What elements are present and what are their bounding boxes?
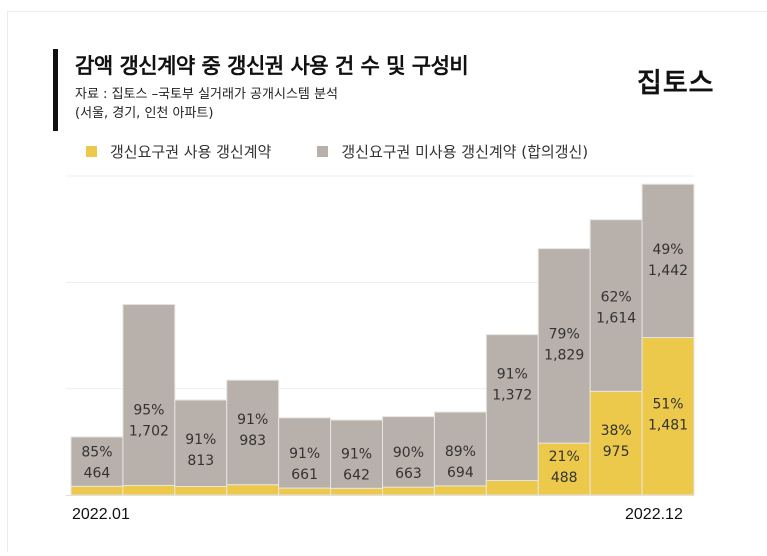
data-label-pct: 51% [652, 396, 683, 412]
bar-used-2022.01 [70, 485, 124, 496]
data-label-value: 1,829 [544, 348, 584, 364]
data-label-pct: 85% [81, 444, 112, 460]
bar-used-2022.11 [589, 390, 643, 496]
legend-label-unused: 갱신요구권 미사용 갱신계약 (합의갱신) [341, 143, 589, 161]
bar-unused-2022.07 [382, 416, 435, 488]
bar-used-2022.08 [433, 485, 487, 496]
x-tick-first: 2022.01 [72, 506, 130, 523]
bar-unused-2022.03 [174, 399, 228, 487]
bar-unused-2022.12 [641, 183, 695, 339]
data-label-pct: 91% [289, 446, 320, 462]
data-label-value: 1,702 [129, 423, 169, 439]
x-tick-last: 2022.12 [625, 506, 683, 523]
bar-unused-2022.08 [433, 411, 487, 487]
data-label-pct: 91% [497, 367, 528, 383]
data-label-pct: 91% [185, 432, 216, 448]
data-label-pct: 79% [549, 327, 580, 343]
data-label-value: 642 [343, 467, 370, 483]
source-line-1: 자료 : 집토스 –국토부 실거래가 공개시스템 분석 [75, 87, 338, 102]
data-label-value: 1,372 [492, 388, 532, 404]
source-line-2: (서울, 경기, 인천 아파트) [75, 106, 214, 121]
chart-frame [7, 11, 767, 552]
data-label-value: 1,481 [648, 417, 688, 433]
data-label-pct: 90% [393, 445, 424, 461]
bar-unused-2022.06 [330, 419, 384, 489]
title-accent-bar [53, 49, 58, 131]
data-label-pct: 38% [601, 423, 632, 439]
data-label-pct: 91% [341, 446, 372, 462]
data-label-value: 975 [603, 444, 630, 460]
bar-unused-2022.10 [537, 248, 591, 444]
bar-unused-2022.11 [589, 219, 643, 392]
data-label-value: 1,442 [648, 263, 688, 279]
bar-unused-2022.02 [122, 303, 176, 486]
data-label-pct: 49% [652, 242, 683, 258]
data-label-pct: 62% [601, 290, 632, 306]
bar-used-2022.05 [278, 487, 332, 496]
bar-used-2022.02 [122, 484, 176, 496]
legend-item-unused: 갱신요구권 미사용 갱신계약 (합의갱신) [317, 141, 588, 162]
source-note: 자료 : 집토스 –국토부 실거래가 공개시스템 분석 (서울, 경기, 인천 … [75, 85, 338, 123]
legend-swatch-unused [317, 146, 329, 157]
chart-title: 감액 갱신계약 중 갱신권 사용 건 수 및 구성비 [75, 54, 469, 78]
bar-used-2022.09 [485, 480, 539, 496]
bar-used-2022.03 [174, 485, 228, 496]
data-label-value: 464 [84, 465, 111, 481]
bar-used-2022.07 [382, 486, 435, 496]
legend-label-used: 갱신요구권 사용 갱신계약 [110, 143, 272, 161]
data-label-value: 663 [395, 466, 422, 482]
data-label-pct: 91% [237, 412, 268, 428]
bar-unused-2022.09 [485, 334, 539, 482]
ziptoss-logo: 집토스 [637, 68, 715, 99]
data-label-value: 813 [187, 453, 214, 469]
data-label-value: 488 [551, 470, 578, 486]
data-label-value: 694 [447, 465, 474, 481]
bar-used-2022.12 [641, 337, 695, 496]
data-label-pct: 95% [133, 402, 164, 418]
bar-used-2022.06 [330, 487, 384, 496]
legend-item-used: 갱신요구권 사용 갱신계약 [86, 141, 271, 162]
legend-swatch-used [86, 146, 97, 157]
data-label-pct: 89% [445, 444, 476, 460]
data-label-value: 1,614 [596, 311, 636, 327]
bar-used-2022.04 [226, 484, 280, 496]
data-label-pct: 21% [549, 449, 580, 465]
data-label-value: 983 [239, 433, 266, 449]
legend: 갱신요구권 사용 갱신계약 갱신요구권 미사용 갱신계약 (합의갱신) [86, 141, 634, 162]
data-label-value: 661 [291, 467, 318, 483]
